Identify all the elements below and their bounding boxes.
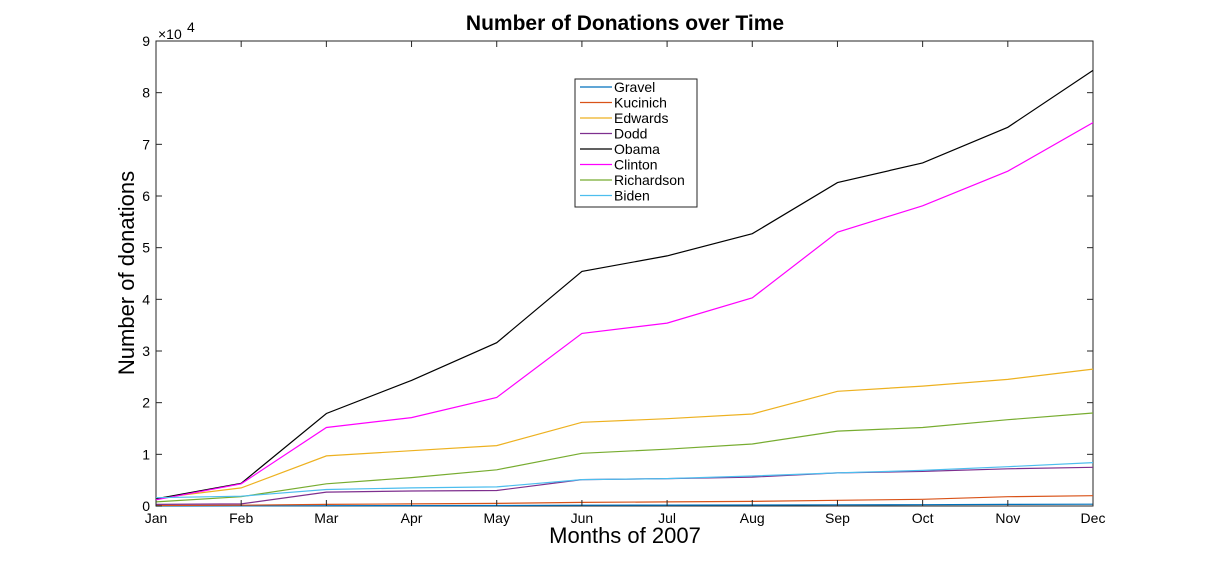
x-tick-label: Apr xyxy=(401,510,423,526)
y-axis-exponent: ×10 4 xyxy=(158,19,195,42)
series-layer xyxy=(155,69,1094,507)
exponent-power: 4 xyxy=(187,19,195,35)
series-line-edwards xyxy=(155,368,1094,499)
plot-frame xyxy=(155,40,1094,507)
y-tick-label: 7 xyxy=(142,136,150,152)
legend-label-obama: Obama xyxy=(614,141,660,157)
series-line-gravel xyxy=(155,503,1094,507)
x-tick-label: Aug xyxy=(740,510,765,526)
legend-box xyxy=(574,78,698,208)
y-axis-title: Number of donations xyxy=(114,171,139,375)
y-tick-label: 1 xyxy=(142,446,150,462)
y-tick-label: 0 xyxy=(142,498,150,514)
y-axis-ticks: 0 1 2 3 4 5 6 7 8 9 xyxy=(142,33,1093,514)
legend-label-kucinich: Kucinich xyxy=(614,95,667,111)
legend-label-edwards: Edwards xyxy=(614,110,668,126)
x-tick-label: Feb xyxy=(229,510,253,526)
x-tick-label: Mar xyxy=(314,510,338,526)
y-tick-label: 3 xyxy=(142,343,150,359)
x-tick-label: Dec xyxy=(1081,510,1106,526)
y-tick-label: 2 xyxy=(142,395,150,411)
x-tick-label: May xyxy=(484,510,510,526)
chart-title: Number of Donations over Time xyxy=(466,12,784,35)
legend: GravelKucinichEdwardsDoddObamaClintonRic… xyxy=(574,78,698,208)
y-tick-label: 5 xyxy=(142,240,150,256)
series-line-obama xyxy=(155,69,1094,500)
x-axis-ticks: Jan Feb Mar Apr May Jun Jul Aug Sep Oct Nov Dec xyxy=(145,41,1106,526)
series-line-clinton xyxy=(155,122,1094,501)
legend-label-dodd: Dodd xyxy=(614,126,647,142)
legend-label-biden: Biden xyxy=(614,188,650,204)
x-tick-label: Jan xyxy=(145,510,168,526)
legend-label-richardson: Richardson xyxy=(614,172,685,188)
series-line-kucinich xyxy=(155,495,1094,507)
x-tick-label: Jun xyxy=(571,510,594,526)
x-tick-label: Oct xyxy=(912,510,934,526)
y-tick-label: 9 xyxy=(142,33,150,49)
y-tick-label: 4 xyxy=(142,291,150,307)
y-tick-label: 6 xyxy=(142,188,150,204)
legend-label-clinton: Clinton xyxy=(614,157,658,173)
x-tick-label: Nov xyxy=(995,510,1020,526)
series-line-richardson xyxy=(155,412,1094,503)
x-tick-label: Sep xyxy=(825,510,850,526)
exponent-base: ×10 xyxy=(158,26,182,42)
x-tick-label: Jul xyxy=(658,510,676,526)
y-tick-label: 8 xyxy=(142,85,150,101)
x-axis-title: Months of 2007 xyxy=(549,523,701,548)
legend-label-gravel: Gravel xyxy=(614,79,655,95)
series-line-biden xyxy=(155,462,1094,499)
